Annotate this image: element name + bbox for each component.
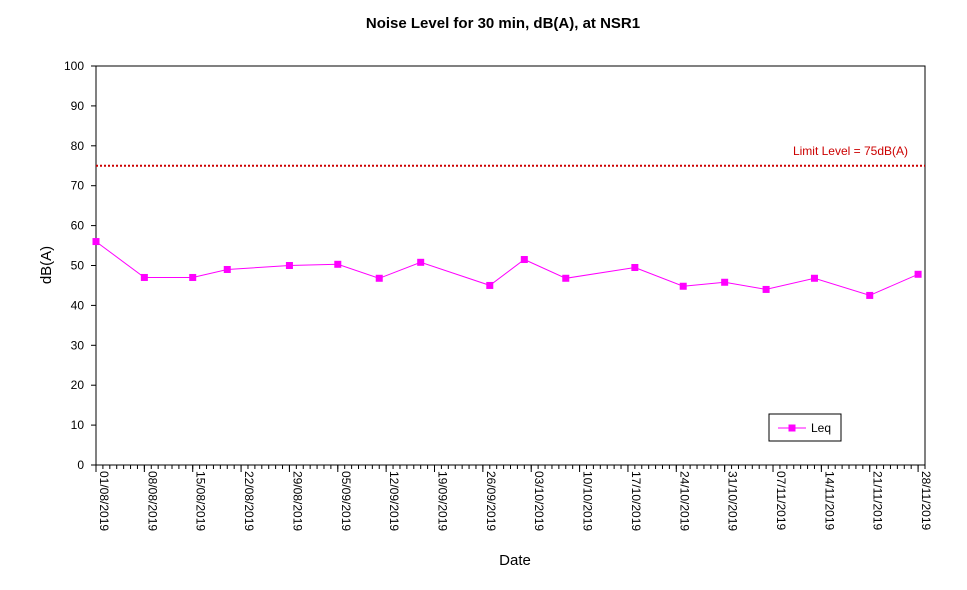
data-point-leq bbox=[140, 273, 148, 281]
x-tick-label: 07/11/2019 bbox=[774, 471, 788, 530]
x-tick-label: 31/10/2019 bbox=[726, 471, 740, 531]
x-tick-label: 08/08/2019 bbox=[145, 471, 159, 531]
x-tick-label: 05/09/2019 bbox=[339, 471, 353, 531]
y-tick-label: 70 bbox=[71, 179, 85, 193]
x-tick-label: 21/11/2019 bbox=[871, 471, 885, 530]
plot-frame bbox=[95, 65, 926, 466]
y-tick-label: 10 bbox=[71, 418, 85, 432]
x-tick-label: 03/10/2019 bbox=[532, 471, 546, 531]
x-tick-label: 26/09/2019 bbox=[484, 471, 498, 531]
data-point-leq bbox=[417, 258, 425, 266]
y-tick-label: 0 bbox=[77, 458, 84, 472]
y-tick-label: 30 bbox=[71, 338, 85, 352]
series-line-leq bbox=[95, 241, 919, 296]
x-tick-label: 14/11/2019 bbox=[822, 471, 836, 530]
y-tick-label: 60 bbox=[71, 219, 85, 233]
x-tick-label: 29/08/2019 bbox=[290, 471, 304, 531]
data-point-leq bbox=[866, 291, 874, 299]
x-tick-label: 22/08/2019 bbox=[242, 471, 256, 531]
y-tick-label: 50 bbox=[71, 259, 85, 273]
x-tick-label: 01/08/2019 bbox=[97, 471, 111, 531]
data-point-leq bbox=[679, 282, 687, 290]
y-tick-label: 40 bbox=[71, 298, 85, 312]
y-tick-label: 20 bbox=[71, 378, 85, 392]
data-point-leq bbox=[92, 238, 100, 246]
data-point-leq bbox=[189, 273, 197, 281]
data-point-leq bbox=[810, 274, 818, 282]
data-point-leq bbox=[486, 281, 494, 289]
data-point-leq bbox=[721, 278, 729, 286]
x-tick-label: 24/10/2019 bbox=[677, 471, 691, 531]
x-tick-label: 10/10/2019 bbox=[581, 471, 595, 531]
legend-series-marker bbox=[788, 424, 796, 432]
data-point-leq bbox=[223, 265, 231, 273]
chart-title: Noise Level for 30 min, dB(A), at NSR1 bbox=[366, 15, 640, 32]
data-point-leq bbox=[762, 285, 770, 293]
x-tick-label: 15/08/2019 bbox=[194, 471, 208, 531]
data-point-leq bbox=[914, 270, 922, 278]
legend-entry-leq: Leq bbox=[811, 421, 831, 435]
plot-area: 0 10 20 30 40 50 60 70 80 90 100 01/08/2019 08/08/20… bbox=[64, 59, 933, 531]
x-tick-label: 12/09/2019 bbox=[387, 471, 401, 531]
x-axis-label: Date bbox=[499, 552, 531, 569]
data-point-leq bbox=[375, 274, 383, 282]
y-tick-label: 100 bbox=[64, 59, 84, 73]
y-axis-label: dB(A) bbox=[38, 246, 55, 284]
legend: Leq bbox=[768, 413, 842, 442]
data-point-leq bbox=[562, 274, 570, 282]
x-tick-label: 19/09/2019 bbox=[436, 471, 450, 531]
data-point-leq bbox=[334, 260, 342, 268]
data-point-leq bbox=[631, 263, 639, 271]
x-tick-label: 17/10/2019 bbox=[629, 471, 643, 531]
data-point-leq bbox=[285, 262, 293, 269]
limit-label: Limit Level = 75dB(A) bbox=[793, 144, 908, 158]
data-point-leq bbox=[520, 256, 528, 264]
y-tick-label: 80 bbox=[71, 139, 85, 153]
x-tick-label: 28/11/2019 bbox=[919, 471, 933, 530]
y-tick-label: 90 bbox=[71, 99, 85, 113]
